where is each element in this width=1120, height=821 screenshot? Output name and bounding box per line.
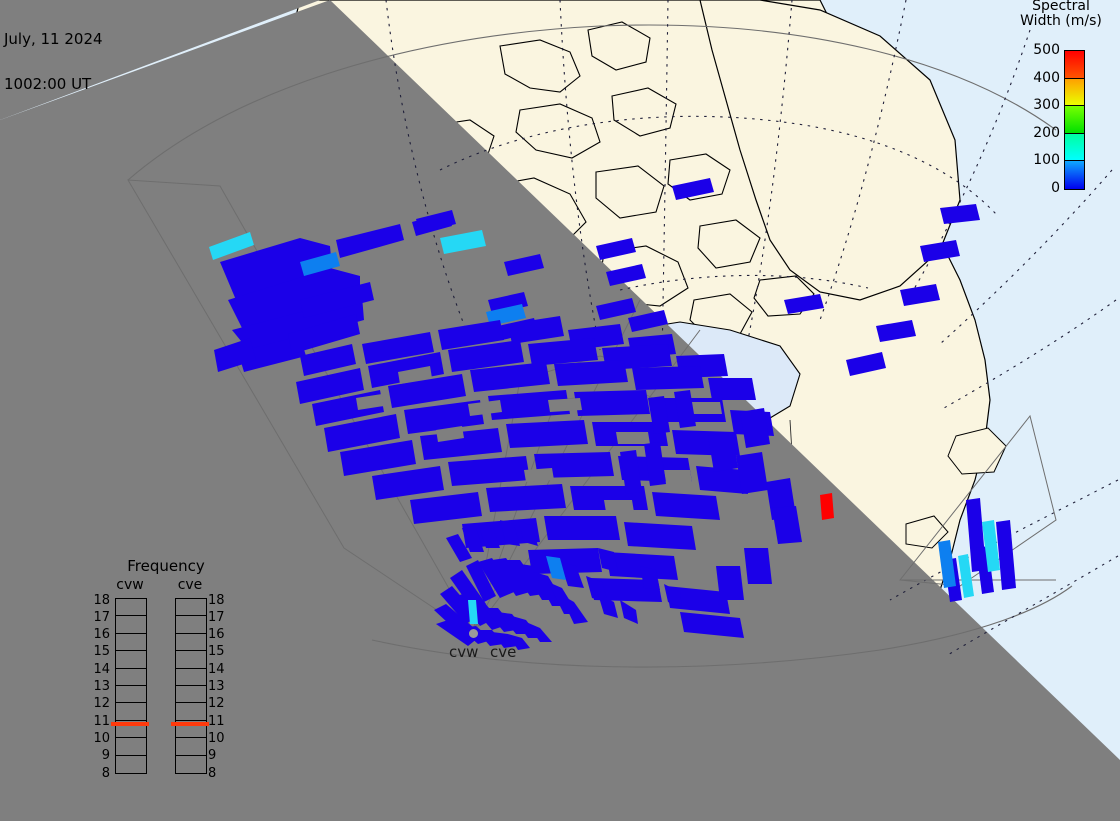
frequency-tick-left-12: 12 bbox=[93, 696, 110, 711]
frequency-tick-right-10: 10 bbox=[208, 731, 225, 746]
frequency-row bbox=[176, 651, 206, 669]
radar-site-label-cve: cve bbox=[490, 643, 517, 661]
frequency-column-header-cvw: cvw bbox=[116, 577, 144, 593]
frequency-marker-cve bbox=[171, 722, 209, 726]
frequency-tick-left-17: 17 bbox=[93, 610, 110, 625]
frequency-tick-right-8: 8 bbox=[208, 766, 217, 781]
frequency-tick-left-18: 18 bbox=[93, 593, 110, 608]
frequency-tick-right-14: 14 bbox=[208, 662, 225, 677]
timestamp-label: July, 11 2024 1002:00 UT bbox=[4, 2, 103, 122]
frequency-tick-right-13: 13 bbox=[208, 679, 225, 694]
frequency-row bbox=[116, 686, 146, 704]
frequency-row bbox=[176, 721, 206, 739]
frequency-tick-right-11: 11 bbox=[208, 714, 225, 729]
frequency-tick-left-8: 8 bbox=[101, 766, 110, 781]
frequency-row bbox=[176, 738, 206, 756]
colorbar-segment-100-200 bbox=[1065, 133, 1084, 162]
frequency-row bbox=[116, 669, 146, 686]
frequency-row bbox=[176, 703, 206, 721]
frequency-marker-cvw bbox=[111, 722, 149, 726]
frequency-legend-title: Frequency bbox=[127, 557, 205, 575]
frequency-tick-left-9: 9 bbox=[101, 748, 110, 763]
radar-site-dot bbox=[469, 629, 478, 638]
frequency-column-header-cve: cve bbox=[177, 577, 203, 593]
colorbar-tick-300: 300 bbox=[1033, 97, 1060, 113]
frequency-row bbox=[116, 599, 146, 617]
frequency-row bbox=[176, 686, 206, 704]
frequency-row bbox=[116, 651, 146, 669]
frequency-tick-right-15: 15 bbox=[208, 644, 225, 659]
frequency-tick-right-18: 18 bbox=[208, 593, 225, 608]
colorbar-tick-200: 200 bbox=[1033, 124, 1060, 141]
colorbar-gradient bbox=[1064, 50, 1085, 190]
frequency-row bbox=[176, 756, 206, 773]
frequency-legend: Frequency cvw cve bbox=[86, 558, 246, 790]
colorbar-tick-400: 400 bbox=[1033, 69, 1060, 86]
colorbar-title: Spectral Width (m/s) bbox=[1002, 0, 1120, 29]
frequency-tick-left-15: 15 bbox=[93, 644, 110, 659]
frequency-row bbox=[116, 703, 146, 721]
colorbar-tick-100: 100 bbox=[1033, 152, 1060, 168]
frequency-row bbox=[176, 634, 206, 652]
colorbar-title-line2: Width (m/s) bbox=[1020, 13, 1102, 29]
colorbar-segment-400-500 bbox=[1065, 51, 1084, 79]
frequency-scale-cvw bbox=[115, 598, 147, 774]
frequency-row bbox=[116, 738, 146, 756]
date-text: July, 11 2024 bbox=[4, 30, 103, 48]
frequency-tick-left-13: 13 bbox=[93, 679, 110, 694]
frequency-row bbox=[176, 669, 206, 686]
frequency-tick-right-9: 9 bbox=[208, 748, 217, 763]
colorbar-segment-200-300 bbox=[1065, 106, 1084, 134]
frequency-row bbox=[116, 756, 146, 773]
time-text: 1002:00 UT bbox=[4, 75, 92, 93]
frequency-tick-left-10: 10 bbox=[93, 731, 110, 746]
colorbar-title-line1: Spectral bbox=[1032, 0, 1090, 14]
colorbar: Spectral Width (m/s) 500 400 300 200 100… bbox=[1002, 0, 1120, 200]
colorbar-tick-500: 500 bbox=[1033, 42, 1060, 58]
frequency-tick-right-12: 12 bbox=[208, 696, 225, 711]
frequency-row bbox=[116, 634, 146, 652]
frequency-row bbox=[176, 616, 206, 634]
frequency-tick-right-17: 17 bbox=[208, 610, 225, 625]
frequency-tick-left-14: 14 bbox=[93, 662, 110, 677]
frequency-tick-left-11: 11 bbox=[93, 714, 110, 729]
frequency-scale-cve bbox=[175, 598, 207, 774]
radar-site-label-cvw: cvw bbox=[449, 643, 479, 661]
colorbar-tick-0: 0 bbox=[1051, 179, 1060, 196]
colorbar-segment-0-100 bbox=[1065, 161, 1084, 189]
frequency-row bbox=[116, 721, 146, 739]
frequency-row bbox=[116, 616, 146, 634]
frequency-tick-left-16: 16 bbox=[93, 627, 110, 642]
frequency-tick-right-16: 16 bbox=[208, 627, 225, 642]
frequency-row bbox=[176, 599, 206, 617]
colorbar-segment-300-400 bbox=[1065, 78, 1084, 107]
